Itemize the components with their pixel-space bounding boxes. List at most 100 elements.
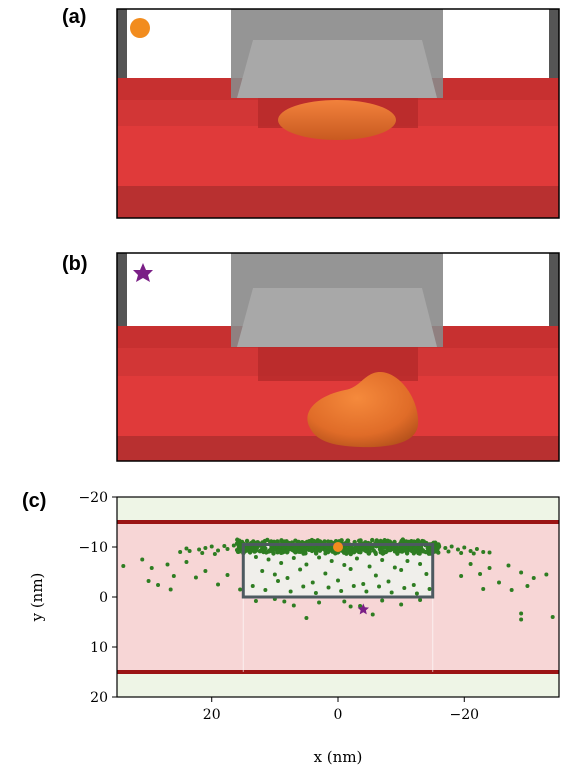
scatter-point (330, 549, 335, 554)
scatter-point (354, 556, 359, 561)
scatter-point (243, 546, 249, 551)
star-marker (357, 603, 369, 615)
scatter-point (373, 552, 378, 556)
y-tick-label: 20 (90, 690, 108, 706)
scatter-point (519, 611, 524, 616)
scatter-point (225, 573, 230, 577)
chart-axes: 20 0 −20 −20 −10 0 10 20 x (nm) y (nm) (28, 490, 560, 766)
scatter-point (279, 551, 284, 555)
scatter-point (497, 580, 502, 585)
x-axis-label: x (nm) (314, 748, 363, 766)
scatter-point (358, 549, 363, 555)
scatter-point (311, 538, 317, 544)
scatter-point (165, 562, 170, 567)
scatter-point (550, 615, 555, 619)
scatter-point (212, 552, 217, 556)
scatter-point (225, 547, 230, 551)
scatter-point (149, 566, 154, 570)
scatter-point (366, 551, 371, 556)
scatter-point (481, 550, 486, 554)
scatter-point (377, 584, 382, 589)
y-tick-label: 10 (90, 640, 108, 656)
scatter-point (446, 549, 451, 554)
scatter-point (411, 551, 416, 556)
scatter-point (424, 572, 429, 576)
scatter-point (414, 591, 419, 596)
scatter-point (317, 600, 322, 605)
scatter-point (361, 582, 366, 586)
scatter-point (279, 561, 284, 565)
scatter-point (487, 550, 492, 555)
scatter-point (348, 567, 353, 571)
scatter-point (378, 550, 383, 555)
scatter-point (234, 541, 240, 546)
scatter-point (289, 547, 294, 552)
scatter-point (418, 545, 424, 551)
scatter-point (386, 579, 391, 584)
scatter-point (250, 584, 255, 588)
scatter-point (156, 583, 161, 587)
scatter-point (437, 544, 442, 548)
panel-c-label: (c) (22, 490, 47, 512)
scatter-point (310, 580, 315, 585)
scatter-point (370, 537, 375, 543)
scatter-point (184, 560, 189, 564)
scatter-point (519, 617, 524, 622)
scatter-point (317, 555, 322, 560)
scatter-point (347, 546, 352, 551)
scatter-point (471, 551, 476, 556)
scatter-point (423, 549, 429, 555)
scatter-point (506, 563, 511, 568)
scatter-point (304, 562, 309, 567)
scatter-point (356, 538, 362, 543)
scatter-point (184, 546, 189, 551)
scatter-point (187, 549, 192, 553)
scatter-point (468, 562, 473, 566)
scatter-point (298, 567, 303, 572)
scatter-point (342, 599, 347, 604)
scatter-point (285, 576, 290, 580)
scatter-point (405, 559, 410, 563)
chart-overlay (241, 542, 435, 615)
scatter-point (252, 549, 257, 554)
scatter-point (272, 572, 277, 577)
scatter-point (373, 573, 378, 578)
scatter-point (544, 572, 549, 577)
scatter-point (121, 564, 126, 568)
scatter-point (304, 616, 309, 620)
scatter-point (462, 545, 467, 550)
scatter-point (244, 538, 250, 544)
panel-a-label: (a) (62, 6, 87, 28)
scatter-point (238, 545, 243, 549)
scatter-point (370, 612, 375, 617)
scatter-point (459, 551, 464, 555)
x-tick-label: −20 (450, 707, 480, 723)
scatter-point (260, 569, 265, 573)
scatter-point (417, 551, 422, 556)
scatter-point (222, 544, 227, 548)
scatter-point (325, 545, 330, 550)
y-tick-label: 0 (99, 590, 108, 606)
scatter-point (314, 547, 319, 552)
scatter-point (329, 559, 334, 563)
scatter-point (403, 548, 409, 553)
scatter-point (399, 602, 404, 607)
scatter-point (303, 551, 308, 556)
scatter-point (481, 587, 486, 591)
scatter-point (459, 574, 464, 578)
scatter-point (238, 587, 243, 592)
scatter-point (399, 549, 405, 554)
scatter-point (178, 550, 183, 554)
scatter-point (319, 545, 324, 550)
scatter-point (253, 599, 258, 603)
scatter-point (342, 563, 347, 567)
scatter-point (378, 538, 383, 544)
scatter-point (348, 550, 353, 555)
scatter-point (408, 544, 413, 550)
scatter-point (339, 589, 344, 593)
scatter-point (367, 564, 372, 569)
scatter-point (519, 570, 524, 575)
scatter-point (292, 546, 298, 551)
scatter-point (418, 598, 423, 602)
scatter-point (399, 568, 404, 572)
